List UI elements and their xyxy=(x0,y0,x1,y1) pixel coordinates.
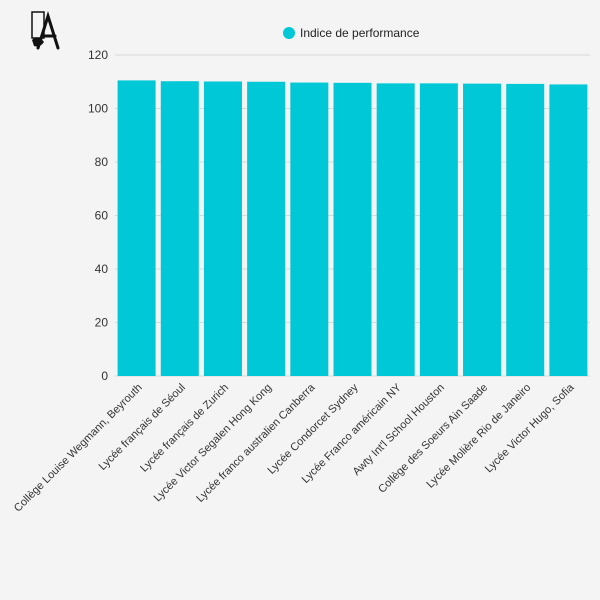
y-axis-ticks: 0 20 40 60 80 100 120 xyxy=(88,48,108,383)
y-tick-label: 80 xyxy=(95,155,109,169)
bar[interactable] xyxy=(203,81,242,377)
y-tick-label: 60 xyxy=(95,209,109,223)
pen-nib-logo-icon xyxy=(31,10,60,50)
y-tick-label: 20 xyxy=(95,316,109,330)
x-tick-label: Lycée Victor Hugo, Sofia xyxy=(483,381,577,475)
bar[interactable] xyxy=(549,84,588,377)
y-tick-label: 0 xyxy=(101,369,108,383)
bar[interactable] xyxy=(290,82,329,377)
bar[interactable] xyxy=(247,81,286,376)
y-tick-label: 100 xyxy=(88,102,108,116)
bar[interactable] xyxy=(506,83,545,376)
bars xyxy=(117,80,588,377)
bar[interactable] xyxy=(160,81,199,376)
bar[interactable] xyxy=(419,83,458,376)
y-tick-label: 40 xyxy=(95,262,109,276)
x-tick-label: Lycée français de Zurich xyxy=(138,382,231,475)
legend-swatch xyxy=(283,27,295,39)
bar[interactable] xyxy=(376,83,415,376)
y-tick-label: 120 xyxy=(88,48,108,62)
bar[interactable] xyxy=(333,82,372,376)
bar[interactable] xyxy=(117,80,156,376)
bar[interactable] xyxy=(463,83,502,376)
legend-label: Indice de performance xyxy=(300,26,420,40)
x-tick-label: Lycée français de Séoul xyxy=(97,382,188,473)
legend[interactable]: Indice de performance xyxy=(283,26,420,40)
